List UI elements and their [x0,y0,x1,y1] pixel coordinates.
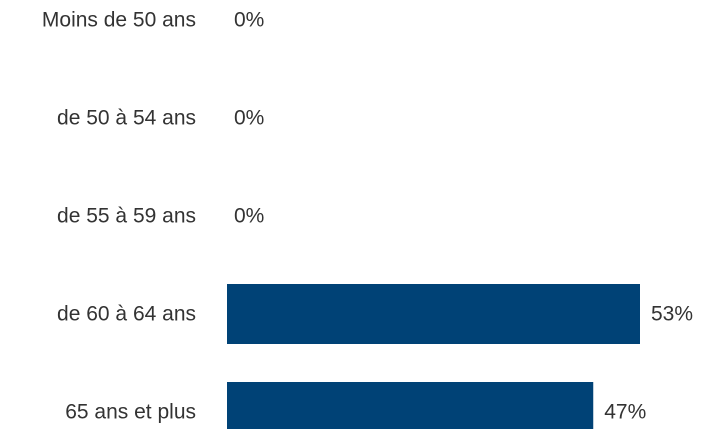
category-label-2: de 55 à 59 ans [57,205,196,228]
value-label-0: 0% [234,9,264,32]
bar-4 [227,382,594,429]
category-label-3: de 60 à 64 ans [57,303,196,326]
bar-3 [227,284,640,344]
category-label-1: de 50 à 54 ans [57,107,196,130]
category-label-4: 65 ans et plus [65,401,196,424]
value-label-3: 53% [651,303,693,326]
value-label-1: 0% [234,107,264,130]
value-label-2: 0% [234,205,264,228]
value-label-4: 47% [604,401,646,424]
category-label-0: Moins de 50 ans [42,9,196,32]
